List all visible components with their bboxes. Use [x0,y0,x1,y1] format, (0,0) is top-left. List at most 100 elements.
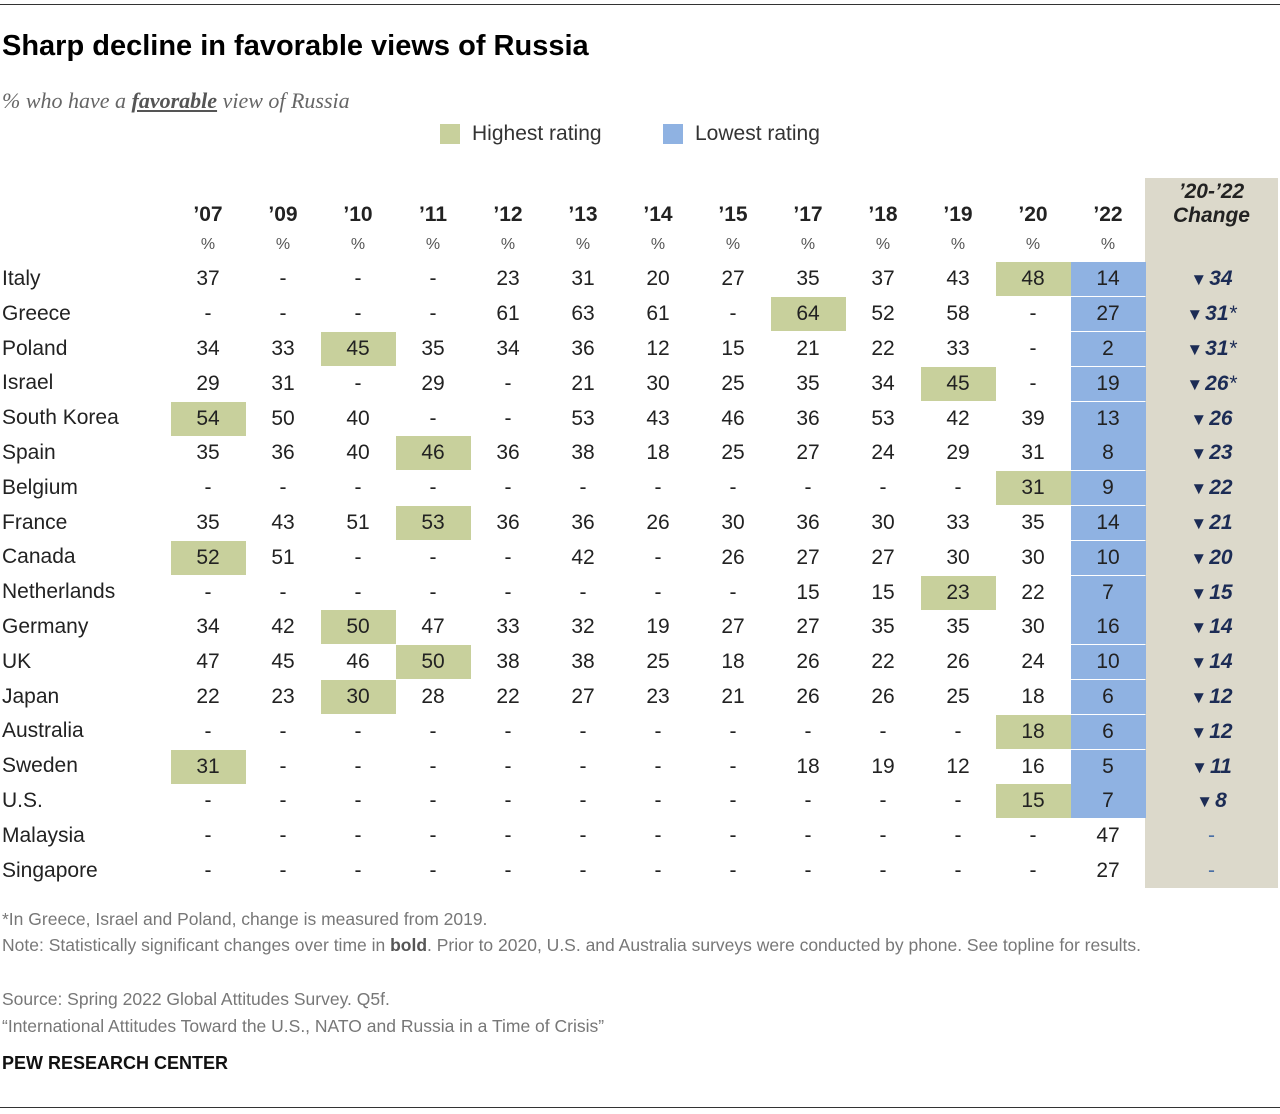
table-cell: - [354,580,362,604]
table-cell: 30 [1021,545,1045,569]
row-label: Poland [2,336,68,360]
table-cell: - [429,754,437,778]
table-cell: 23 [496,267,520,291]
table-cell: - [204,719,212,743]
table-cell: - [879,719,887,743]
table-cell: - [954,789,962,813]
table-cell: - [429,789,437,813]
table-cell: 6 [1070,680,1146,714]
column-header-1: ’09 [268,203,298,226]
change-cell: ▼14 [1145,645,1278,679]
table-cell: - [204,580,212,604]
change-footnote-marker: * [1228,337,1237,360]
table-cell: - [804,789,812,813]
down-triangle-icon: ▼ [1191,757,1208,777]
table-cell: 25 [721,371,745,395]
change-cell: ▼26 [1145,402,1278,436]
table-cell: 25 [946,685,970,708]
change-cell: ▼22 [1145,471,1278,505]
down-triangle-icon: ▼ [1190,409,1208,429]
table-cell: 29 [421,371,445,395]
row-label: Greece [2,301,71,325]
down-triangle-icon: ▼ [1190,514,1208,533]
row-label: Belgium [2,475,78,499]
table-cell: 30 [721,511,745,534]
table-cell: - [204,824,212,848]
table-cell: 19 [871,754,895,778]
note-bold: bold [390,935,428,955]
table-cell: 27 [721,615,745,639]
table-cell: - [879,824,887,848]
change-cell: ▼12 [1145,680,1278,714]
table-cell: 33 [946,337,970,360]
table-cell: 47 [421,615,445,639]
change-value: 21 [1209,511,1233,534]
change-value: 14 [1209,615,1233,639]
change-value: 12 [1209,719,1233,743]
column-header-2: ’10 [343,203,373,226]
table-cell: - [579,754,587,778]
change-cell: ▼23 [1145,436,1278,470]
table-cell: 14 [1070,262,1146,297]
table-cell: - [279,267,287,291]
table-cell: - [354,302,362,326]
row-label: Singapore [2,858,98,882]
table-cell: 35 [796,371,820,395]
legend-lowest-swatch [663,124,683,144]
down-triangle-icon: ▼ [1190,653,1208,673]
down-triangle-icon: ▼ [1190,444,1208,464]
table-cell: 53 [395,506,471,540]
column-unit-10: % [950,236,966,253]
table-cell: - [429,476,437,500]
table-cell: 26 [796,650,820,674]
table-cell: 15 [995,784,1071,819]
change-cell: ▼31* [1145,297,1278,331]
table-cell: - [729,719,737,743]
table-cell: 10 [1070,645,1146,680]
table-cell: - [654,580,662,604]
change-cell: - [1208,824,1215,848]
change-column-background [1145,178,1278,888]
table-cell: 22 [496,685,520,708]
column-header-0: ’07 [193,203,223,226]
column-header-5: ’13 [568,203,598,226]
table-cell: - [354,719,362,743]
table-cell: 50 [395,645,471,680]
column-unit-12: % [1100,236,1116,253]
table-cell: - [504,754,512,778]
change-header-years: ’20-’22 [1178,180,1245,203]
column-header-10: ’19 [943,203,973,226]
chart-subtitle: % who have a favorable view of Russia [2,88,350,114]
table-cell: - [204,859,212,882]
table-cell: 13 [1070,401,1146,436]
table-cell: 32 [571,615,595,639]
table-cell: - [204,476,212,500]
subtitle-emphasis: favorable [131,88,218,113]
table-cell: - [429,406,437,430]
table-cell: 30 [646,371,670,395]
table-cell: 36 [796,406,820,430]
table-cell: - [879,789,887,813]
table-cell: 47 [196,650,220,674]
down-triangle-icon: ▼ [1186,374,1204,394]
table-cell: 26 [796,685,820,708]
chart-title: Sharp decline in favorable views of Russ… [2,30,589,62]
table-cell: 5 [1070,749,1146,784]
table-cell: 51 [346,511,370,534]
table-cell: 18 [721,650,745,674]
column-unit-1: % [275,236,291,253]
table-cell: - [729,859,737,882]
down-triangle-icon: ▼ [1190,688,1208,707]
change-value: 20 [1209,545,1233,569]
table-cell: - [954,476,962,500]
table-cell: - [504,406,512,430]
table-cell: - [504,476,512,500]
table-cell: 18 [995,714,1071,749]
table-cell: 23 [271,685,295,708]
table-cell: 64 [770,297,846,332]
table-cell: - [279,476,287,500]
table-cell: 38 [571,650,595,674]
table-cell: 37 [871,267,895,291]
table-cell: - [579,789,587,813]
table-cell: - [354,859,362,882]
